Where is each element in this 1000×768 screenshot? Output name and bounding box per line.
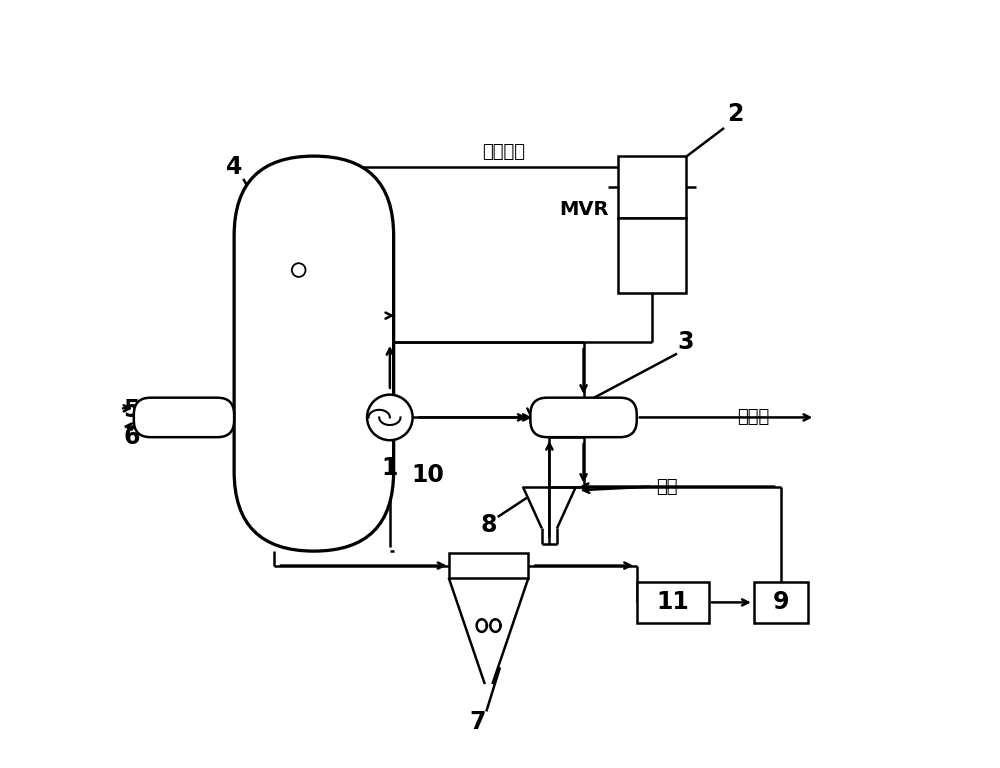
Text: 8: 8: [480, 512, 497, 537]
Circle shape: [367, 395, 413, 440]
Text: 9: 9: [773, 591, 789, 614]
Text: 二次蒸气: 二次蒸气: [482, 144, 525, 161]
Text: MVR: MVR: [559, 200, 608, 219]
Circle shape: [292, 263, 306, 277]
Bar: [637, 581, 709, 624]
Bar: [618, 217, 686, 293]
Text: 滤液: 滤液: [656, 478, 677, 495]
FancyBboxPatch shape: [134, 398, 234, 437]
Text: 4: 4: [226, 155, 242, 180]
Bar: [618, 156, 686, 217]
Text: 11: 11: [656, 591, 689, 614]
FancyBboxPatch shape: [234, 156, 394, 551]
Text: 1: 1: [382, 455, 398, 479]
FancyBboxPatch shape: [530, 398, 637, 437]
Bar: [754, 581, 808, 624]
Text: 冷凝水: 冷凝水: [737, 409, 769, 426]
Bar: [449, 554, 528, 578]
Text: 2: 2: [727, 102, 744, 126]
Text: 3: 3: [678, 330, 694, 354]
Text: 10: 10: [411, 463, 444, 487]
Text: 7: 7: [469, 710, 485, 734]
Text: 5: 5: [123, 398, 140, 422]
Text: 6: 6: [123, 425, 140, 449]
